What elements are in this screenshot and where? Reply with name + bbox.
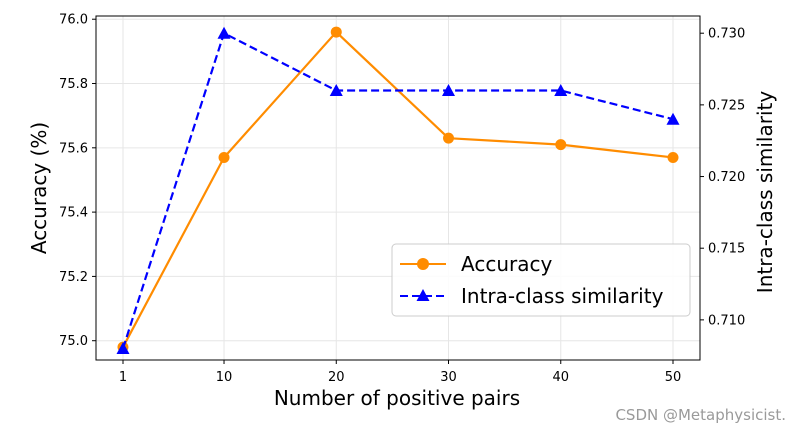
x-tick-label: 20 [328,370,345,385]
series-line-intra-class-similarity [121,32,674,349]
y-right-tick-label: 0.715 [708,242,745,257]
data-point-intra-class-similarity [442,84,456,97]
y-axis-right-title: Intra-class similarity [753,91,777,294]
x-tick-label: 50 [665,370,682,385]
data-point-intra-class-similarity [666,112,680,125]
axis-layer: 1 10 20 30 40 50 75.0 75.2 75.4 75.6 75.8 76.0 0.710… [59,13,745,385]
data-point-intra-class-similarity [217,26,231,39]
y-right-tick-label: 0.710 [708,313,745,328]
y-left-tick-label: 75.0 [59,334,88,349]
legend-box [391,243,691,317]
x-tick-label: 40 [552,370,569,385]
y-right-tick-label: 0.720 [708,170,745,185]
data-point-accuracy [667,151,679,163]
legend-label-accuracy: Accuracy [461,252,552,276]
legend-marker-accuracy [417,258,429,270]
data-point-intra-class-similarity [554,84,568,97]
data-point-accuracy [555,139,567,151]
y-right-tick-label: 0.725 [708,98,745,113]
y-right-tick-label: 0.730 [708,27,745,42]
series-layer [116,26,680,355]
watermark: CSDN @Metaphysicist. [615,406,786,424]
data-point-accuracy [218,151,230,163]
y-left-tick-label: 75.8 [59,77,88,92]
series-line-accuracy [122,30,674,348]
y-axis-left-title: Accuracy (%) [27,122,51,254]
y-left-tick-label: 75.4 [59,206,88,221]
x-tick-label: 1 [119,370,127,385]
legend-marker-intra-class-similarity [416,289,430,301]
y-left-tick-label: 75.6 [59,141,88,156]
legend-label-intra-class-similarity: Intra-class similarity [461,284,664,308]
data-point-intra-class-similarity [329,84,343,97]
x-axis-title: Number of positive pairs [274,386,520,410]
x-tick-label: 10 [216,370,233,385]
y-left-tick-label: 75.2 [59,270,88,285]
legend: Accuracy Intra-class similarity [391,243,691,317]
data-point-intra-class-similarity [116,342,130,355]
x-tick-label: 30 [440,370,457,385]
data-point-accuracy [443,132,455,144]
grid-layer [96,16,700,360]
data-point-accuracy [330,26,342,38]
plot-frame [95,15,701,361]
y-left-tick-label: 76.0 [59,13,88,28]
